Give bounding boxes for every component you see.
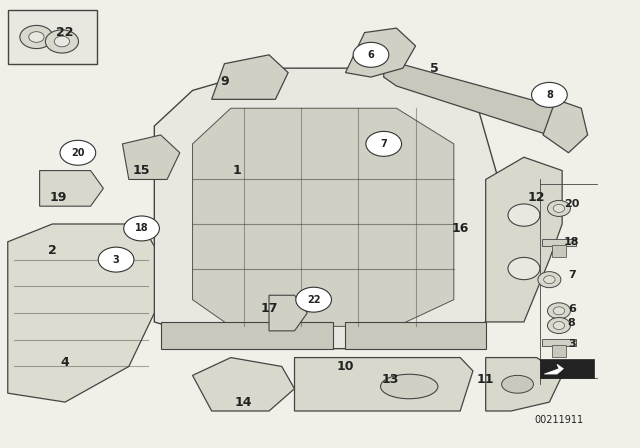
Polygon shape [486,157,562,322]
Ellipse shape [381,374,438,399]
Text: 8: 8 [546,90,553,100]
Text: 7: 7 [380,139,387,149]
FancyBboxPatch shape [8,10,97,64]
Circle shape [54,36,70,47]
FancyBboxPatch shape [541,339,576,346]
Circle shape [553,307,564,315]
FancyBboxPatch shape [552,345,566,357]
Polygon shape [294,358,473,411]
Text: 6: 6 [568,304,575,314]
Polygon shape [193,108,454,327]
Polygon shape [40,171,103,206]
Text: 10: 10 [337,360,354,373]
Text: 22: 22 [307,295,321,305]
Polygon shape [269,295,307,331]
Text: 18: 18 [135,224,148,233]
Circle shape [553,204,564,212]
Polygon shape [346,28,415,77]
Circle shape [508,204,540,226]
Text: 7: 7 [568,270,575,280]
Circle shape [553,322,564,330]
Text: 13: 13 [381,373,399,386]
Circle shape [547,318,570,333]
Polygon shape [161,322,333,349]
Circle shape [20,26,53,48]
Circle shape [532,82,567,108]
Text: 9: 9 [220,75,228,88]
Circle shape [124,216,159,241]
Polygon shape [486,358,562,411]
Circle shape [543,276,555,284]
Text: 14: 14 [235,396,252,409]
Text: 12: 12 [528,191,545,204]
Text: 22: 22 [56,26,74,39]
Polygon shape [543,99,588,153]
Polygon shape [122,135,180,180]
Circle shape [60,140,96,165]
FancyBboxPatch shape [552,245,566,257]
Text: 20: 20 [564,199,579,209]
Text: 8: 8 [568,318,575,328]
Text: 1: 1 [233,164,241,177]
FancyBboxPatch shape [541,239,576,246]
Circle shape [45,30,79,53]
Text: 4: 4 [61,356,70,369]
Polygon shape [212,55,288,99]
Text: 16: 16 [451,222,469,235]
Text: 5: 5 [430,62,439,75]
Text: 20: 20 [71,148,84,158]
Text: 3: 3 [568,339,575,349]
Polygon shape [193,358,294,411]
Polygon shape [384,59,575,139]
Text: 17: 17 [260,302,278,315]
Circle shape [353,43,389,67]
Ellipse shape [502,375,534,393]
Circle shape [538,271,561,288]
Circle shape [508,258,540,280]
Text: 6: 6 [367,50,374,60]
Circle shape [29,32,44,43]
FancyBboxPatch shape [540,359,594,379]
Polygon shape [346,322,486,349]
Polygon shape [544,364,563,374]
Text: 00211911: 00211911 [534,415,584,425]
Text: 11: 11 [477,373,495,386]
Circle shape [296,287,332,312]
Text: 15: 15 [133,164,150,177]
Circle shape [366,131,401,156]
Text: 3: 3 [113,254,120,265]
Circle shape [547,303,570,319]
Text: 18: 18 [564,237,579,247]
Polygon shape [154,68,499,349]
Circle shape [547,200,570,216]
Polygon shape [8,224,154,402]
Circle shape [99,247,134,272]
Text: 19: 19 [50,191,67,204]
Text: 2: 2 [48,244,57,257]
